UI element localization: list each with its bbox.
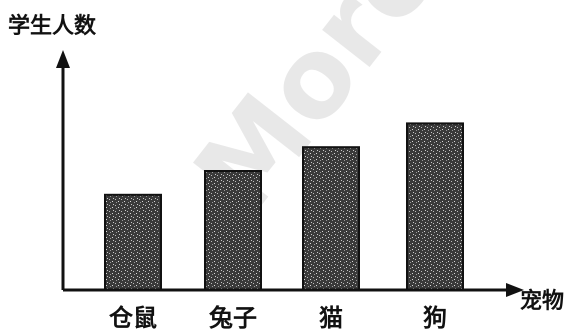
bars-group (104, 122, 464, 292)
bar-1 (104, 193, 162, 291)
y-axis-arrow-icon (56, 50, 70, 68)
x-tick-label-2: 兔子 (209, 304, 257, 332)
bar-4 (406, 122, 464, 292)
x-tick-label-3: 猫 (319, 304, 343, 332)
x-axis-label: 宠物 (520, 288, 564, 314)
x-tick-labels: 仓鼠 兔子 猫 狗 (108, 304, 447, 332)
x-tick-label-1: 仓鼠 (108, 304, 157, 332)
x-axis-arrow-icon (506, 283, 524, 297)
x-tick-label-4: 狗 (423, 304, 447, 332)
y-axis-label: 学生人数 (8, 13, 97, 39)
bar-3 (302, 146, 360, 291)
bar-2 (204, 170, 262, 291)
